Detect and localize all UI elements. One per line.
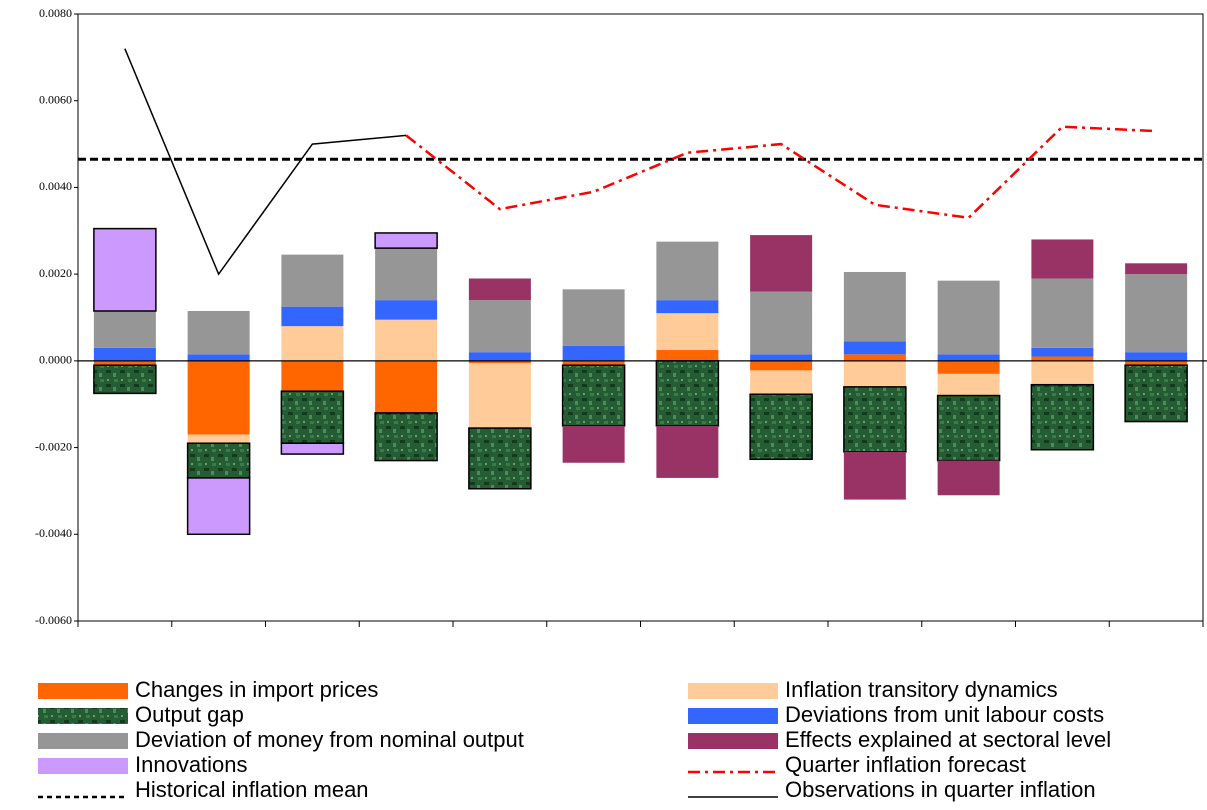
legend-label: Effects explained at sectoral level	[785, 727, 1111, 752]
bar-segment	[938, 361, 1000, 374]
legend-label: Changes in import prices	[135, 677, 378, 702]
legend-label: Output gap	[135, 702, 244, 727]
bar-segment	[656, 361, 718, 426]
line-series	[406, 127, 1156, 218]
bar-segment	[1031, 239, 1093, 278]
line-series	[125, 49, 406, 274]
legend-swatch	[38, 758, 128, 774]
bar-segment	[938, 396, 1000, 461]
bar-segment	[1125, 263, 1187, 274]
legend-swatch	[38, 733, 128, 749]
bar-segment	[750, 354, 812, 361]
bar-segment	[844, 361, 906, 387]
bar-segment	[375, 233, 437, 248]
bar-segment	[188, 443, 250, 478]
bar-segment	[188, 354, 250, 361]
bar-segment	[750, 370, 812, 394]
bar-segment	[1031, 385, 1093, 450]
bar-segment	[469, 363, 531, 428]
bar-segment	[656, 426, 718, 478]
bar-segment	[1125, 352, 1187, 361]
bar-segment	[656, 313, 718, 350]
legend-label: Inflation transitory dynamics	[785, 677, 1058, 702]
y-tick-label: 0.0060	[39, 92, 72, 106]
bar-segment	[281, 326, 343, 361]
bar-segment	[281, 443, 343, 454]
bar-segment	[563, 289, 625, 345]
bar-segment	[375, 413, 437, 461]
y-tick-label: 0.0020	[39, 266, 72, 280]
bar-segment	[563, 426, 625, 463]
bar-segment	[469, 278, 531, 300]
bar-segment	[844, 387, 906, 452]
bar-segment	[94, 311, 156, 348]
bar-segment	[1031, 348, 1093, 357]
bar-segment	[281, 255, 343, 307]
legend-label: Deviations from unit labour costs	[785, 702, 1104, 727]
bar-segment	[469, 300, 531, 352]
bar-segment	[375, 300, 437, 320]
bar-segment	[281, 307, 343, 327]
y-tick-label: -0.0040	[35, 526, 72, 540]
bar-segment	[563, 346, 625, 361]
legend-swatch	[688, 708, 778, 724]
legend-label: Quarter inflation forecast	[785, 752, 1026, 777]
bar-segment	[188, 435, 250, 444]
bar-segment	[1031, 361, 1093, 385]
bar-segment	[750, 291, 812, 354]
bar-segment	[188, 361, 250, 435]
bar-segment	[188, 311, 250, 354]
bar-segment	[938, 374, 1000, 396]
bar-segment	[750, 361, 812, 371]
bar-segment	[375, 361, 437, 413]
bar-segment	[750, 394, 812, 459]
y-tick-label: -0.0060	[35, 613, 72, 627]
legend-label: Innovations	[135, 752, 248, 777]
bar-segment	[188, 478, 250, 534]
bar-segment	[94, 348, 156, 361]
legend-label: Observations in quarter inflation	[785, 777, 1096, 802]
bar-segment	[844, 341, 906, 354]
legend-swatch	[688, 733, 778, 749]
legend-swatch	[688, 683, 778, 699]
bar-segment	[844, 272, 906, 341]
y-tick-label: 0.0040	[39, 179, 72, 193]
bar-segment	[469, 352, 531, 361]
bar-segment	[375, 248, 437, 300]
bar-segment	[1031, 278, 1093, 347]
bar-segment	[469, 428, 531, 489]
bar-segment	[94, 229, 156, 311]
bar-segment	[1125, 274, 1187, 352]
y-tick-label: 0.0000	[39, 353, 72, 367]
legend-swatch	[38, 683, 128, 699]
bar-segment	[1031, 357, 1093, 361]
bar-segment	[94, 365, 156, 393]
bar-segment	[656, 350, 718, 361]
bar-segment	[656, 300, 718, 313]
bar-segment	[656, 242, 718, 301]
bar-segment	[281, 391, 343, 443]
y-tick-label: 0.0080	[39, 6, 72, 20]
bar-segment	[938, 354, 1000, 361]
legend-swatch	[38, 708, 128, 724]
bar-segment	[375, 320, 437, 361]
bar-segment	[938, 281, 1000, 355]
bar-segment	[281, 361, 343, 391]
y-tick-label: -0.0020	[35, 439, 72, 453]
bar-segment	[938, 461, 1000, 496]
bar-segment	[1125, 365, 1187, 421]
legend-label: Deviation of money from nominal output	[135, 727, 524, 752]
bar-segment	[563, 365, 625, 426]
chart: -0.0060 -0.0040 -0.0020 0.0000 0.0020 0.0040 0…	[0, 0, 1207, 810]
bar-segment	[844, 354, 906, 361]
bar-segment	[844, 452, 906, 500]
bar-segment	[750, 235, 812, 291]
legend-label: Historical inflation mean	[135, 777, 369, 802]
